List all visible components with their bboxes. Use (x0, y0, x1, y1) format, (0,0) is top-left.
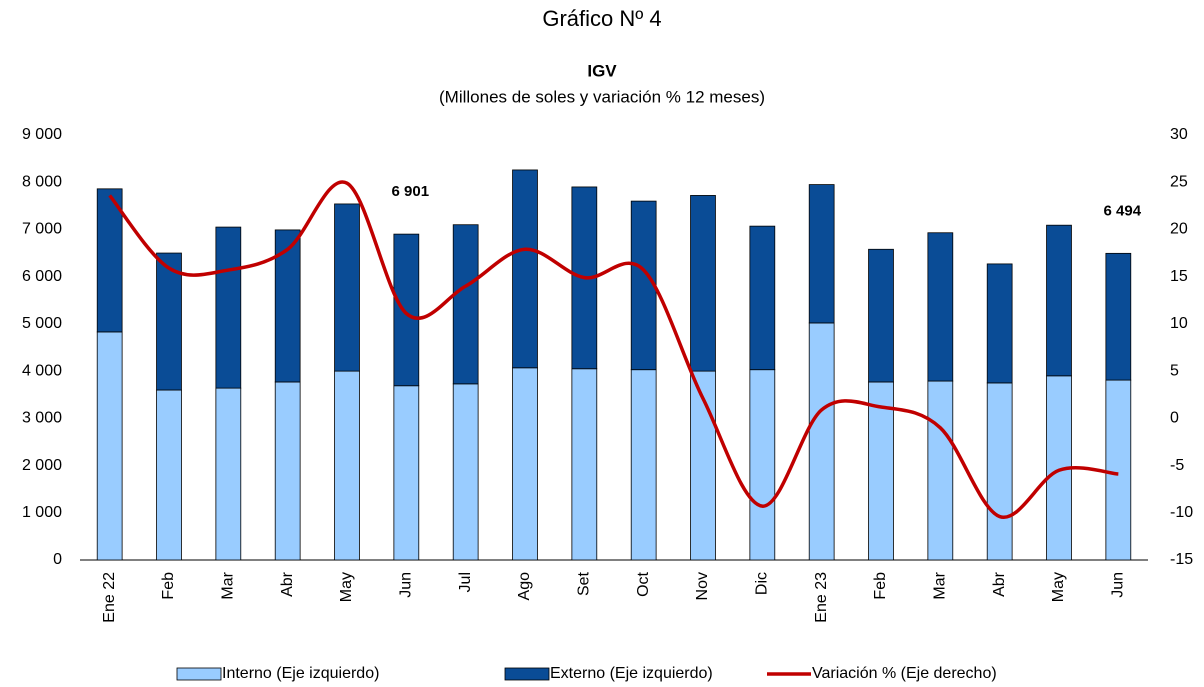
chart-subtitle: (Millones de soles y variación % 12 mese… (439, 87, 765, 106)
bar (927, 232, 954, 382)
x-tick-label: Jul (457, 572, 474, 592)
legend-label: Interno (Eje izquierdo) (222, 665, 379, 682)
bar (215, 387, 242, 561)
y2-tick-label: 20 (1170, 221, 1188, 238)
bar (690, 195, 716, 372)
bar (96, 188, 123, 333)
x-tick-label: Oct (635, 571, 652, 596)
chart-title: Gráfico Nº 4 (542, 6, 661, 31)
x-tick-label: Abr (991, 571, 1008, 597)
legend-swatch (176, 667, 222, 681)
y-tick-label: 4 000 (22, 362, 62, 379)
y2-tick-label: 10 (1170, 315, 1188, 332)
y2-tick-label: -10 (1170, 504, 1193, 521)
bar (334, 370, 360, 561)
legend-label: Externo (Eje izquierdo) (550, 665, 713, 682)
bar (808, 322, 835, 561)
x-tick-label: Abr (279, 571, 296, 597)
legend-swatch (504, 667, 550, 681)
y-tick-label: 9 000 (22, 126, 62, 143)
total-label: 6 901 (392, 183, 430, 200)
x-tick-label: Ago (516, 572, 533, 601)
bar (927, 380, 954, 561)
x-tick-label: May (338, 572, 355, 602)
bar (1105, 379, 1132, 561)
bar (571, 368, 598, 561)
y2-tick-label: 5 (1170, 362, 1179, 379)
total-label: 6 494 (1104, 202, 1142, 219)
y-tick-label: 5 000 (22, 315, 62, 332)
bar (334, 203, 360, 372)
bar (986, 263, 1013, 384)
bar (274, 381, 301, 561)
y2-tick-label: 30 (1170, 126, 1188, 143)
line (108, 180, 1119, 519)
bar (156, 252, 182, 391)
x-tick-label: Ene 23 (813, 572, 830, 623)
x-tick-label: Feb (872, 572, 889, 600)
bar (156, 389, 182, 561)
x-tick-label: Nov (694, 572, 711, 600)
x-tick-label: Mar (932, 571, 949, 599)
bar (512, 367, 538, 561)
y-tick-label: 0 (53, 551, 62, 568)
y-tick-label: 7 000 (22, 221, 62, 238)
bar (393, 233, 420, 387)
y2-tick-label: 0 (1170, 410, 1179, 427)
bar (868, 248, 894, 383)
y2-tick-label: 15 (1170, 268, 1188, 285)
x-tick-label: Jun (1110, 572, 1127, 598)
bar (452, 224, 479, 385)
bar (512, 169, 538, 369)
bar (986, 382, 1013, 561)
bar (1105, 252, 1132, 381)
bar (630, 200, 657, 371)
x-tick-label: Ene 22 (101, 572, 118, 623)
y-tick-label: 3 000 (22, 410, 62, 427)
bar (96, 331, 123, 561)
y-tick-label: 6 000 (22, 268, 62, 285)
chart-subtitle-bold: IGV (587, 61, 617, 80)
bar (868, 381, 894, 561)
bar (749, 369, 776, 561)
x-tick-label: Feb (160, 572, 177, 600)
x-tick-label: Set (576, 571, 593, 596)
x-tick-label: Mar (220, 571, 237, 599)
legend-label: Variación % (Eje derecho) (812, 665, 997, 682)
y-tick-label: 8 000 (22, 173, 62, 190)
bar (749, 225, 776, 371)
y2-tick-label: -15 (1170, 551, 1193, 568)
bar (215, 226, 242, 389)
y-tick-label: 1 000 (22, 504, 62, 521)
bar (630, 369, 657, 561)
x-tick-label: Jun (398, 572, 415, 598)
y2-tick-label: -5 (1170, 457, 1184, 474)
bar (393, 385, 420, 561)
bar (808, 184, 835, 324)
bar (274, 229, 301, 383)
x-tick-label: May (1050, 572, 1067, 602)
y-tick-label: 2 000 (22, 457, 62, 474)
bar (1046, 224, 1072, 377)
x-tick-label: Dic (754, 572, 771, 595)
bar (452, 383, 479, 561)
y2-tick-label: 25 (1170, 173, 1188, 190)
bar (690, 370, 716, 561)
